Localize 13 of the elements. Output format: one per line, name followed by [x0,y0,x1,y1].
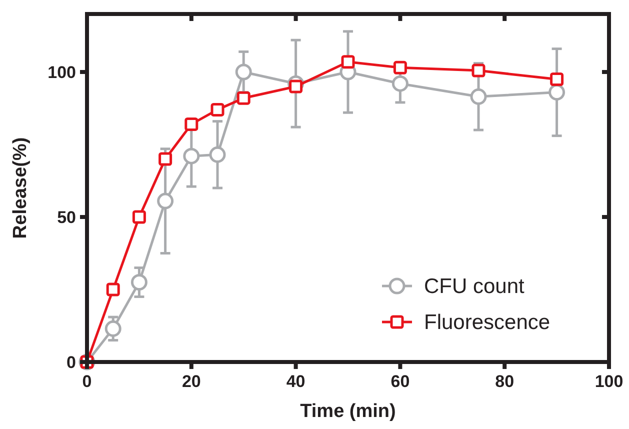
x-tick-label: 0 [82,372,92,391]
y-tick-label: 50 [57,208,76,227]
legend-label: Fluorescence [424,311,550,334]
x-tick-label: 100 [594,372,624,391]
x-axis-title: Time (min) [300,401,396,422]
x-tick-label: 80 [495,372,514,391]
y-axis-title: Release(%) [10,137,31,239]
x-tick-label: 40 [286,372,306,391]
legend-label: CFU count [424,275,525,298]
x-tick-label: 60 [390,372,410,391]
x-tick-label: 20 [182,372,201,391]
y-tick-label: 100 [48,63,76,82]
y-tick-label: 0 [66,353,76,372]
